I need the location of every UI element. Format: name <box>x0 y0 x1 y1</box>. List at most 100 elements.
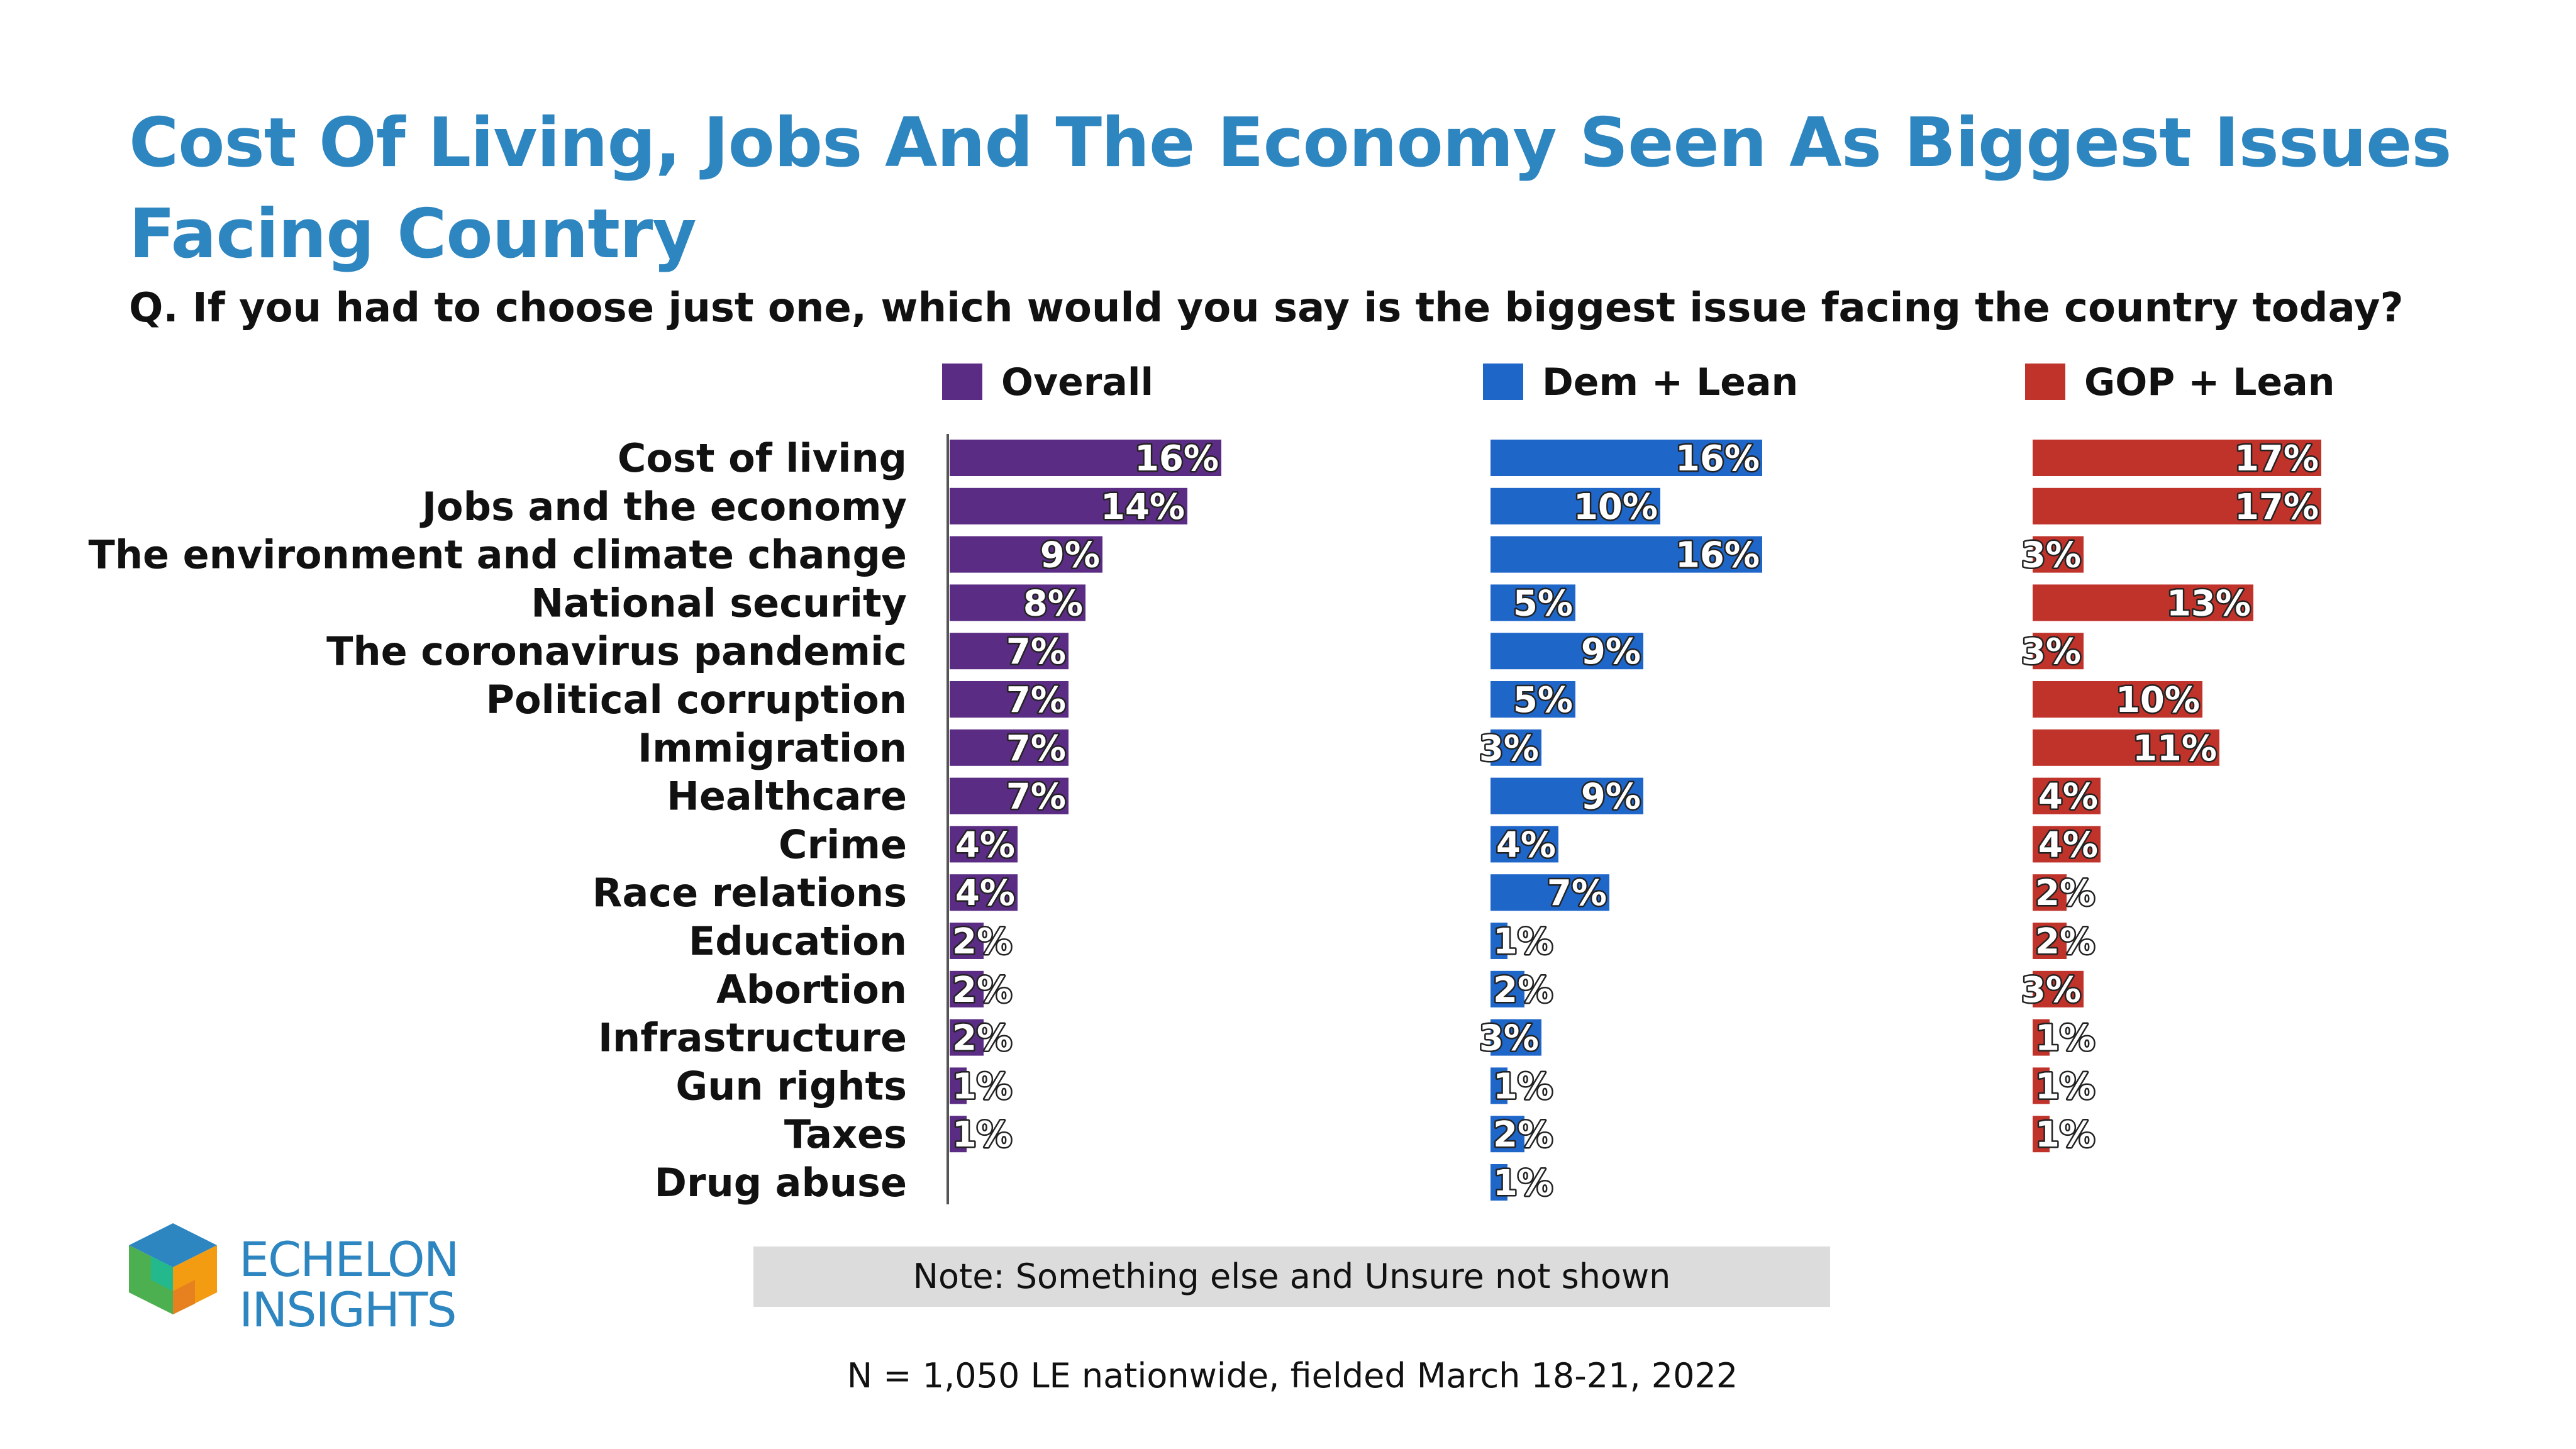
bar <box>1491 826 1558 863</box>
bar <box>1491 681 1575 718</box>
data-label: 13% <box>2167 583 2251 624</box>
data-label: 1% <box>2035 1018 2095 1059</box>
category-label: Healthcare <box>667 774 907 819</box>
data-label: 7% <box>1006 680 1066 721</box>
bar <box>2033 729 2219 766</box>
data-label: 1% <box>2035 1114 2095 1155</box>
data-label: 10% <box>2116 680 2200 721</box>
bar <box>950 970 984 1008</box>
data-label: 4% <box>1496 824 1556 865</box>
bar <box>950 584 1085 621</box>
bar <box>2033 1116 2050 1153</box>
logo-line-2: INSIGHTS <box>239 1282 457 1338</box>
bar <box>1491 487 1660 525</box>
data-label: 16% <box>1675 438 1760 479</box>
bar <box>1491 729 1541 766</box>
data-label: 2% <box>2035 873 2095 914</box>
bar <box>1491 923 1507 959</box>
bar <box>1491 1019 1541 1056</box>
data-label: 11% <box>2133 728 2217 769</box>
category-label: Political corruption <box>486 677 908 723</box>
data-label: 5% <box>1513 680 1573 721</box>
bar <box>2033 681 2202 718</box>
bar <box>1491 1164 1507 1201</box>
bar <box>1491 777 1643 814</box>
data-label: 2% <box>2035 921 2095 962</box>
data-label: 1% <box>952 1114 1012 1155</box>
data-label: 16% <box>1135 438 1219 479</box>
data-label: 9% <box>1581 631 1641 672</box>
data-label: 3% <box>2021 535 2081 576</box>
bar <box>2033 970 2084 1008</box>
category-label: Race relations <box>592 870 907 916</box>
bar <box>950 440 1221 476</box>
bar <box>2033 826 2101 863</box>
legend-swatch <box>2025 364 2065 400</box>
data-label: 1% <box>1493 1066 1553 1107</box>
bar <box>950 874 1018 911</box>
data-label: 3% <box>2021 631 2081 672</box>
note-box: Note: Something else and Unsure not show… <box>753 1246 1830 1307</box>
legend-label: GOP + Lean <box>2084 360 2334 404</box>
category-label: The environment and climate change <box>89 532 907 578</box>
data-label: 7% <box>1547 873 1607 914</box>
bar <box>2033 1067 2050 1104</box>
data-label: 8% <box>1023 583 1083 624</box>
data-label: 10% <box>1574 487 1658 528</box>
bar <box>2033 874 2067 911</box>
data-label: 5% <box>1513 583 1573 624</box>
category-label: Drug abuse <box>655 1160 907 1206</box>
bar <box>950 487 1187 525</box>
bar <box>950 681 1069 718</box>
bar <box>2033 1019 2050 1056</box>
category-label: Crime <box>779 821 907 867</box>
category-label: Jobs and the economy <box>419 484 907 530</box>
data-label: 4% <box>2038 777 2098 818</box>
data-label: 9% <box>1040 535 1100 576</box>
bar <box>950 729 1069 766</box>
bar <box>1491 633 1643 670</box>
data-label: 1% <box>1493 1163 1553 1204</box>
data-label: 3% <box>1479 1018 1539 1059</box>
category-label: Abortion <box>716 967 907 1013</box>
bar <box>2033 633 2084 670</box>
category-label: The coronavirus pandemic <box>326 628 907 674</box>
bar <box>950 826 1018 863</box>
legend-swatch <box>1483 364 1523 400</box>
data-label: 2% <box>1493 970 1553 1011</box>
category-label: Education <box>689 918 907 964</box>
legend-label: Dem + Lean <box>1542 360 1798 404</box>
bar <box>950 777 1069 814</box>
data-label: 3% <box>2021 970 2081 1011</box>
sample-footnote: N = 1,050 LE nationwide, fielded March 1… <box>847 1356 1738 1396</box>
data-label: 2% <box>952 970 1012 1011</box>
data-label: 2% <box>952 1018 1012 1059</box>
data-label: 4% <box>955 824 1015 865</box>
bar <box>1491 1116 1524 1153</box>
bar <box>2033 923 2067 959</box>
data-label: 9% <box>1581 777 1641 818</box>
data-label: 2% <box>952 921 1012 962</box>
category-label: Gun rights <box>675 1063 907 1109</box>
bar <box>950 536 1102 573</box>
data-label: 14% <box>1101 487 1185 528</box>
bar <box>2033 584 2253 621</box>
bar <box>950 923 984 959</box>
data-label: 7% <box>1006 728 1066 769</box>
bar <box>950 1116 967 1153</box>
bar <box>950 633 1069 670</box>
echelon-insights-logo <box>129 1223 217 1314</box>
category-label: National security <box>531 580 907 626</box>
chart-title: Cost Of Living, Jobs And The Economy See… <box>129 104 2452 274</box>
bar <box>2033 777 2101 814</box>
bar <box>1491 584 1575 621</box>
data-label: 7% <box>1006 631 1066 672</box>
logo-line-1: ECHELON <box>239 1231 460 1287</box>
bar <box>2033 487 2321 525</box>
cube-icon <box>129 1223 217 1314</box>
category-label: Cost of living <box>618 435 907 481</box>
data-label: 7% <box>1006 777 1066 818</box>
bar <box>1491 874 1609 911</box>
category-label: Infrastructure <box>598 1015 907 1061</box>
